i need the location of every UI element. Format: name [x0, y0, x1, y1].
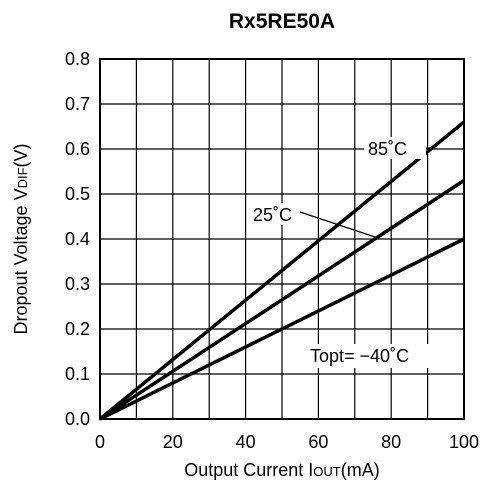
series-minus40c-label: Topt= −40˚C [310, 346, 409, 366]
y-tick-label: 0.8 [65, 49, 90, 69]
y-axis-label-main: Dropout Voltage V [11, 188, 31, 334]
x-axis-label: Output Current IOUT(mA) [184, 460, 380, 480]
x-tick-label: 0 [95, 432, 105, 452]
series-85c-label-bg [364, 137, 426, 159]
x-tick-label: 60 [308, 432, 328, 452]
series-line-0 [98, 120, 466, 421]
y-axis-label-unit: (V) [11, 143, 31, 167]
y-tick-label: 0.0 [65, 409, 90, 429]
x-axis-label-sub: OUT [313, 464, 341, 479]
x-tick-label: 20 [163, 432, 183, 452]
series-lines [98, 120, 466, 421]
series-25c-leader [299, 211, 379, 239]
y-tick-label: 0.2 [65, 319, 90, 339]
y-tick-label: 0.3 [65, 274, 90, 294]
chart-title: Rx5RE50A [229, 10, 335, 33]
x-tick-label: 40 [236, 432, 256, 452]
series-line-1 [99, 179, 465, 421]
y-axis-label: Dropout Voltage VDIF(V) [11, 143, 31, 334]
y-tick-label: 0.5 [65, 184, 90, 204]
y-tick-labels: 0.0 0.1 0.2 0.3 0.4 0.5 0.6 0.7 0.8 [65, 49, 90, 429]
y-tick-label: 0.6 [65, 139, 90, 159]
y-tick-label: 0.4 [65, 229, 90, 249]
series-minus40c-label-bg [306, 344, 442, 368]
series-85c-label: 85˚C [368, 139, 407, 159]
series-25c-label-bg [250, 203, 304, 225]
x-axis-label-unit: (mA) [341, 460, 380, 480]
x-axis-label-main: Output Current I [184, 460, 313, 480]
x-tick-labels: 0 20 40 60 80 100 [95, 432, 479, 452]
y-tick-label: 0.1 [65, 364, 90, 384]
y-tick-label: 0.7 [65, 94, 90, 114]
x-tick-label: 100 [449, 432, 479, 452]
x-tick-label: 80 [381, 432, 401, 452]
series-line-2 [99, 237, 465, 421]
series-25c-label: 25˚C [253, 205, 292, 225]
y-axis-label-sub: DIF [15, 167, 30, 188]
